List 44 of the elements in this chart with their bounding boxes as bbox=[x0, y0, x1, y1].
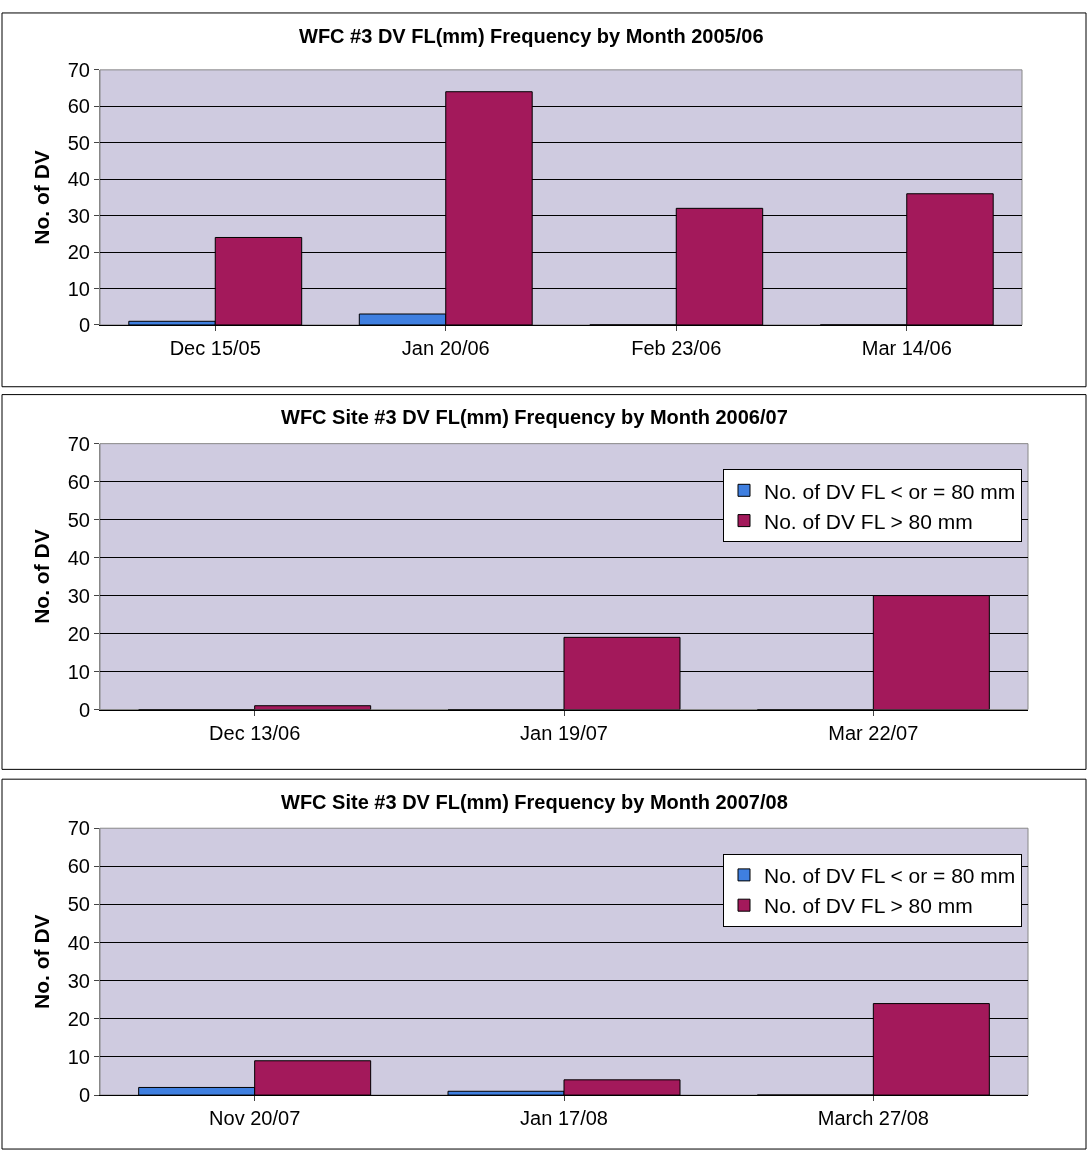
legend-label: No. of DV FL > 80 mm bbox=[764, 509, 973, 533]
y-tick-label: 30 bbox=[67, 584, 90, 607]
x-tick-label: Nov 20/07 bbox=[209, 1107, 301, 1130]
x-tick-label: Mar 14/06 bbox=[861, 336, 952, 359]
y-tick-label: 60 bbox=[67, 855, 90, 878]
x-tick-label: Mar 22/07 bbox=[828, 721, 919, 744]
legend-label: No. of DV FL < or = 80 mm bbox=[764, 864, 1016, 888]
x-tick-label: Jan 19/07 bbox=[520, 721, 608, 744]
y-tick-label: 70 bbox=[67, 432, 90, 455]
y-tick-label: 0 bbox=[78, 313, 90, 336]
x-tick-label: Dec 15/05 bbox=[169, 336, 261, 359]
y-tick-label: 40 bbox=[67, 931, 90, 954]
y-tick-label: 40 bbox=[67, 546, 90, 569]
y-tick-label: 20 bbox=[67, 1007, 90, 1030]
y-tick-label: 10 bbox=[67, 277, 90, 300]
y-tick-label: 10 bbox=[67, 660, 90, 683]
legend-label: No. of DV FL < or = 80 mm bbox=[764, 479, 1016, 503]
y-tick-label: 30 bbox=[67, 969, 90, 992]
x-tick-label: March 27/08 bbox=[817, 1107, 929, 1130]
y-tick-label: 60 bbox=[67, 470, 90, 493]
y-tick-label: 20 bbox=[67, 622, 90, 645]
x-tick-label: Jan 20/06 bbox=[401, 336, 490, 359]
y-tick-label: 50 bbox=[67, 893, 90, 916]
y-tick-label: 70 bbox=[67, 58, 90, 81]
y-axis-title: No. of DV bbox=[29, 529, 53, 624]
y-tick-label: 60 bbox=[67, 95, 90, 118]
y-tick-label: 20 bbox=[67, 241, 90, 264]
legend-label: No. of DV FL > 80 mm bbox=[764, 894, 973, 918]
y-tick-label: 70 bbox=[67, 817, 90, 840]
y-axis-title: No. of DV bbox=[29, 150, 53, 245]
y-tick-label: 30 bbox=[67, 204, 90, 227]
chart-title: WFC #3 DV FL(mm) Frequency by Month 2005/06 bbox=[299, 25, 764, 47]
x-tick-label: Feb 23/06 bbox=[631, 336, 722, 359]
y-tick-label: 50 bbox=[67, 131, 90, 154]
x-tick-label: Dec 13/06 bbox=[209, 721, 301, 744]
y-tick-label: 10 bbox=[67, 1045, 90, 1068]
y-tick-label: 0 bbox=[78, 698, 90, 721]
y-tick-label: 0 bbox=[78, 1084, 90, 1107]
y-tick-label: 50 bbox=[67, 508, 90, 531]
y-tick-label: 40 bbox=[67, 168, 90, 191]
chart-title: WFC Site #3 DV FL(mm) Frequency by Month 2006/07 bbox=[281, 406, 788, 428]
y-axis-title: No. of DV bbox=[29, 914, 53, 1009]
x-tick-label: Jan 17/08 bbox=[520, 1107, 608, 1130]
chart-title: WFC Site #3 DV FL(mm) Frequency by Month 2007/08 bbox=[281, 791, 788, 813]
